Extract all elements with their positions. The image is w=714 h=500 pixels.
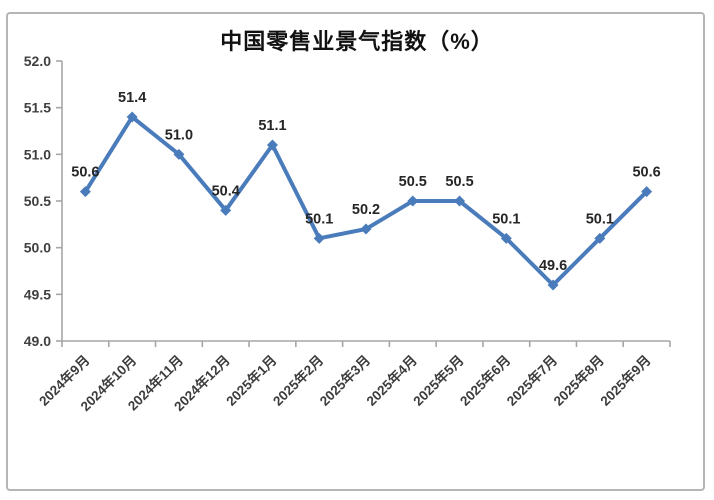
data-point-label: 50.5 [399,174,427,190]
y-tick-label: 51.0 [24,146,51,162]
data-point-label: 51.0 [165,127,193,143]
data-point-label: 50.5 [445,174,473,190]
data-point-marker [79,186,91,198]
data-point-label: 50.2 [352,202,380,218]
data-point-marker [641,186,653,198]
data-point-marker [220,204,232,216]
data-point-label: 50.1 [305,211,333,227]
y-tick-label: 50.0 [24,240,51,256]
data-point-marker [173,148,185,160]
data-point-label: 50.6 [71,165,99,181]
data-point-label: 49.6 [539,258,567,274]
data-point-label: 51.4 [118,90,146,106]
data-point-marker [454,195,466,207]
chart-title: 中国零售业景气指数（%） [220,29,494,54]
data-point-label: 50.1 [586,211,614,227]
data-point-marker [594,232,606,244]
data-point-marker [126,111,138,123]
data-point-label: 50.1 [492,211,520,227]
data-point-label: 50.6 [632,165,660,181]
data-point-label: 50.4 [212,183,240,199]
data-point-marker [313,232,325,244]
y-tick-label: 50.5 [24,193,51,209]
y-tick-label: 49.5 [24,286,51,302]
data-point-marker [266,139,278,151]
y-tick-label: 49.0 [24,333,51,349]
y-tick-label: 52.0 [24,53,51,69]
data-point-marker [360,223,372,235]
x-axis-label: 2025年9月 [597,352,654,409]
data-point-marker [407,195,419,207]
data-point-label: 51.1 [258,118,286,134]
data-point-marker [500,232,512,244]
data-point-marker [547,279,559,291]
y-tick-label: 51.5 [24,100,51,116]
